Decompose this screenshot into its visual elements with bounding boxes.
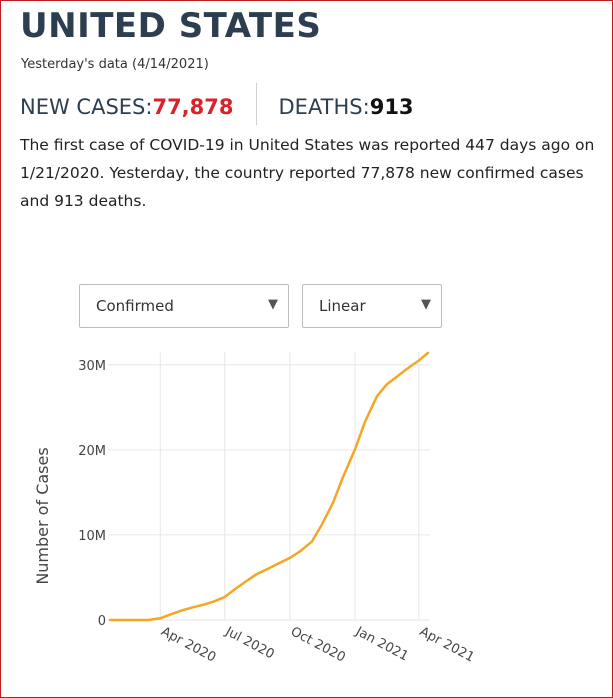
metric-dropdown[interactable]: Confirmed ▼ <box>79 284 289 328</box>
y-tick-label: 0 <box>98 614 106 629</box>
scale-dropdown-value: Linear <box>319 297 366 315</box>
y-tick-label: 20M <box>78 444 106 459</box>
x-tick-label: Apr 2021 <box>417 624 477 665</box>
new-cases-value: 77,878 <box>152 95 234 119</box>
y-tick-label: 10M <box>78 529 106 544</box>
y-tick-label: 30M <box>78 359 106 374</box>
scale-dropdown[interactable]: Linear ▼ <box>302 284 442 328</box>
chevron-down-icon: ▼ <box>268 297 278 312</box>
chevron-down-icon: ▼ <box>421 297 431 312</box>
deaths-value: 913 <box>369 95 414 119</box>
stats-bar: NEW CASES: 77,878 DEATHS: 913 <box>20 83 414 128</box>
stats-divider <box>255 83 257 125</box>
x-tick-label: Jul 2020 <box>222 624 277 663</box>
summary-description: The first case of COVID-19 in United Sta… <box>20 136 595 210</box>
new-cases-label: NEW CASES: <box>20 95 153 119</box>
confirmed-cases-line <box>108 351 430 622</box>
x-tick-label: Jan 2021 <box>352 624 410 665</box>
data-date-subtitle: Yesterday's data (4/14/2021) <box>21 57 209 72</box>
x-tick-label: Oct 2020 <box>288 624 348 665</box>
page-title: UNITED STATES <box>20 6 322 46</box>
y-axis-title: Number of Cases <box>33 447 52 584</box>
deaths-label: DEATHS: <box>278 95 370 119</box>
x-tick-label: Apr 2020 <box>158 624 218 665</box>
metric-dropdown-value: Confirmed <box>96 297 174 315</box>
cases-line-chart: 0 10M 20M 30M Apr 2020 Jul 2020 Oct 2020 Jan 20… <box>33 351 477 666</box>
